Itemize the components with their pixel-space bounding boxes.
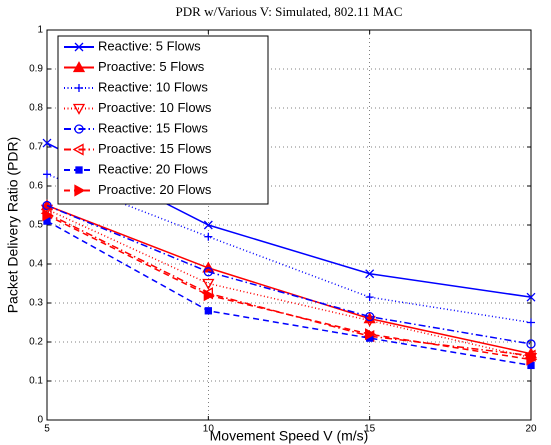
- y-tick-label: 1: [37, 25, 43, 36]
- y-tick-label: 0: [37, 415, 43, 426]
- marker: [365, 269, 375, 279]
- x-tick-label: 20: [525, 424, 537, 435]
- marker: [526, 353, 538, 366]
- y-tick-label: 0.6: [29, 181, 43, 192]
- series-line: [46, 173, 532, 324]
- y-tick-label: 0.1: [29, 376, 43, 387]
- chart-title: PDR w/Various V: Simulated, 802.11 MAC: [176, 4, 403, 19]
- series-line: [46, 204, 532, 345]
- marker: [204, 307, 212, 315]
- legend-label: Proactive: 5 Flows: [98, 59, 205, 74]
- legend: Reactive: 5 Flows Proactive: 5 Flows React…: [57, 35, 269, 205]
- marker: [527, 318, 535, 327]
- x-tick-label: 10: [203, 424, 215, 435]
- y-tick-label: 0.4: [29, 259, 43, 270]
- marker: [204, 232, 213, 241]
- marker: [74, 124, 84, 134]
- marker: [72, 143, 84, 156]
- series-line: [46, 204, 532, 355]
- marker: [203, 289, 215, 302]
- y-tick-label: 0.2: [29, 337, 43, 348]
- x-axis-label: Movement Speed V (m/s): [210, 428, 369, 444]
- marker: [40, 204, 54, 216]
- series-line: [46, 220, 532, 367]
- legend-label: Reactive: 20 Flows: [98, 161, 208, 176]
- marker: [75, 166, 83, 174]
- legend-label: Reactive: 15 Flows: [98, 120, 208, 135]
- marker: [365, 293, 374, 302]
- legend-label: Proactive: 15 Flows: [98, 141, 212, 156]
- marker: [365, 311, 375, 322]
- marker: [42, 200, 52, 211]
- legend-box: [57, 35, 269, 205]
- marker: [363, 315, 376, 327]
- y-tick-label: 0.7: [29, 142, 43, 153]
- marker: [75, 84, 83, 92]
- series-line: [46, 214, 532, 361]
- y-tick-label: 0.9: [29, 64, 43, 75]
- y-tick-label: 0.8: [29, 103, 43, 114]
- marker: [42, 209, 54, 222]
- marker: [365, 328, 377, 341]
- marker: [72, 103, 86, 115]
- marker: [43, 170, 51, 179]
- legend-label: Proactive: 20 Flows: [98, 182, 212, 197]
- marker: [526, 292, 536, 302]
- legend-label: Reactive: 10 Flows: [98, 79, 208, 94]
- legend-label: Proactive: 10 Flows: [98, 100, 212, 115]
- y-axis-label: Packet Delivery Ratio (PDR): [5, 137, 21, 314]
- marker: [42, 138, 52, 148]
- marker: [74, 42, 84, 52]
- marker: [203, 220, 213, 230]
- marker: [202, 278, 215, 290]
- legend-label: Reactive: 5 Flows: [98, 38, 201, 53]
- marker: [526, 339, 536, 349]
- marker: [74, 184, 86, 197]
- x-tick-label: 15: [364, 424, 376, 435]
- marker: [203, 267, 213, 277]
- marker: [72, 61, 86, 73]
- plot-frame: [46, 29, 532, 421]
- y-tick-label: 0.3: [29, 298, 43, 309]
- y-tick-label: 0.5: [29, 220, 43, 231]
- x-tick-label: 5: [44, 424, 50, 435]
